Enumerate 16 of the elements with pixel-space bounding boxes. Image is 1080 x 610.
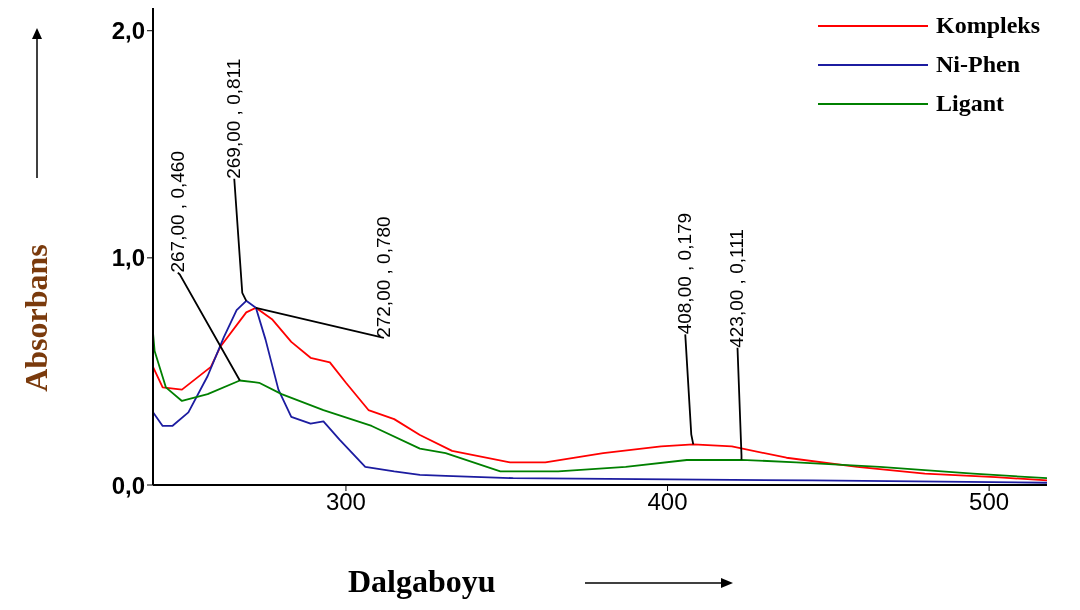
annotation: 272,00 , 0,780 (372, 216, 394, 338)
legend-label: Ni-Phen (935, 51, 1020, 78)
y-tick-label: 0,0 (111, 471, 145, 499)
y-tick-label: 2,0 (111, 17, 145, 45)
annotation: 269,00 , 0,811 (223, 58, 245, 179)
y-axis-title: Absorbans (17, 244, 55, 392)
legend-label: Kompleks (935, 12, 1040, 39)
x-axis-title: Dalgaboyu (348, 563, 496, 600)
x-tick-label: 300 (325, 488, 366, 516)
y-tick-label: 1,0 (111, 244, 145, 272)
annotation: 267,00 , 0,460 (166, 151, 188, 273)
annotation: 408,00 , 0,179 (674, 212, 696, 335)
legend-label: Ligant (935, 90, 1004, 117)
annotation: 423,00 , 0,111 (726, 229, 748, 348)
x-tick-label: 500 (969, 488, 1010, 516)
x-tick-label: 400 (647, 488, 688, 516)
